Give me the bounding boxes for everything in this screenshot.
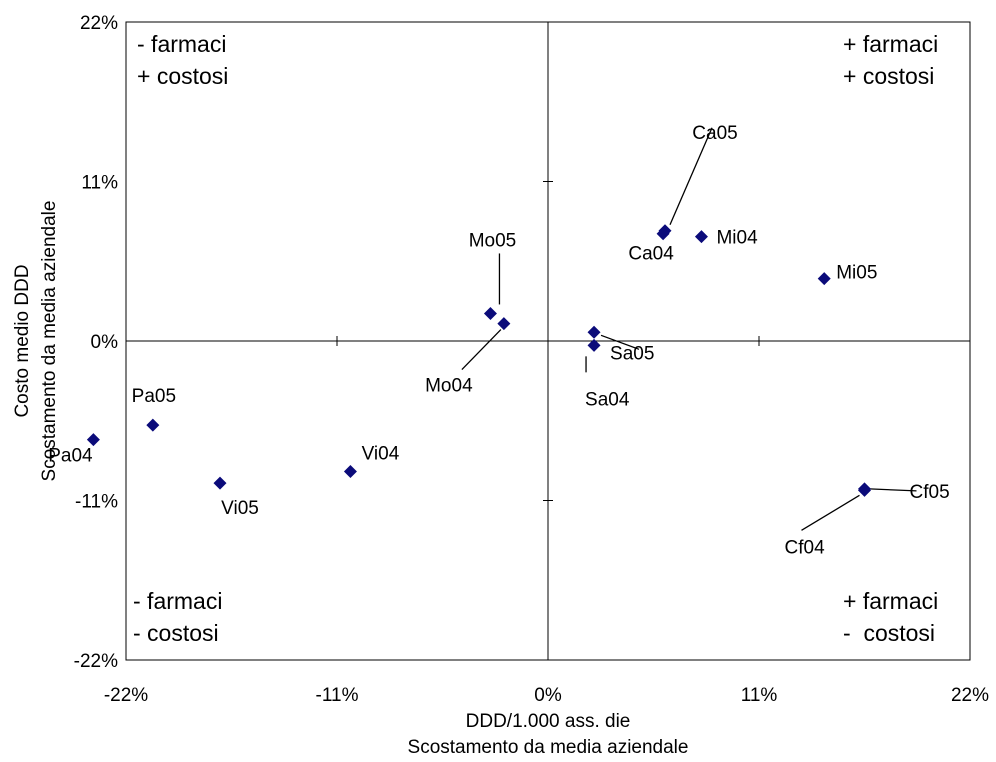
- point-label-ca05: Ca05: [692, 123, 737, 144]
- point-sa04: [587, 338, 601, 352]
- point-label-mo05: Mo05: [469, 230, 517, 251]
- point-pa05: [146, 418, 160, 432]
- y-tick-label: -22%: [74, 651, 118, 672]
- y-axis-title-line1: Costo medio DDD: [12, 264, 33, 417]
- y-tick-label: 0%: [91, 332, 119, 353]
- x-axis-title-line2: Scostamento da media aziendale: [408, 737, 689, 758]
- point-label-mo04: Mo04: [425, 376, 473, 397]
- point-label-mi04: Mi04: [716, 228, 758, 249]
- data-points: [86, 224, 871, 497]
- quadrant-bottom-left-line2: - costosi: [133, 620, 219, 646]
- x-tick-labels: -22% -11% 0% 11% 22%: [104, 685, 989, 706]
- point-sa05: [587, 325, 601, 339]
- point-label-pa05: Pa05: [132, 386, 176, 407]
- axis-ticks: [125, 21, 971, 661]
- point-label-cf05: Cf05: [910, 482, 950, 503]
- leader-line-cf05: [869, 488, 917, 492]
- point-label-ca04: Ca04: [628, 244, 674, 265]
- x-tick-label: -22%: [104, 685, 148, 706]
- point-mo04: [497, 317, 511, 331]
- point-label-pa04: Pa04: [48, 446, 93, 467]
- y-tick-label: -11%: [75, 492, 118, 513]
- x-tick-label: -11%: [316, 685, 359, 706]
- point-label-sa04: Sa04: [585, 389, 630, 410]
- leader-line-ca05: [669, 127, 713, 226]
- leader-line-cf04: [801, 494, 860, 531]
- x-axis-title-line1: DDD/1.000 ass. die: [466, 711, 631, 732]
- quadrant-top-left-line1: - farmaci: [137, 31, 226, 57]
- leader-line-sa05: [600, 334, 640, 350]
- point-mo05: [483, 306, 497, 320]
- y-tick-label: 22%: [80, 13, 118, 34]
- point-label-vi05: Vi05: [221, 498, 259, 519]
- quadrant-bottom-right-line1: + farmaci: [843, 588, 938, 614]
- point-label-sa05: Sa05: [610, 343, 654, 364]
- quadrant-top-right-line2: + costosi: [843, 63, 934, 89]
- point-label-mi05: Mi05: [836, 263, 877, 284]
- x-tick-label: 0%: [534, 685, 562, 706]
- point-label-cf04: Cf04: [785, 537, 826, 558]
- point-ca04: [656, 227, 670, 241]
- leader-line-mo04: [461, 329, 502, 371]
- point-mi04: [694, 230, 708, 244]
- y-tick-label: 11%: [81, 173, 118, 194]
- y-tick-labels: 22% 11% 0% -11% -22%: [74, 13, 118, 672]
- quadrant-top-left-line2: + costosi: [137, 63, 228, 89]
- y-axis-title-line2: Scostamento da media aziendale: [39, 201, 60, 482]
- quadrant-top-right-line1: + farmaci: [843, 31, 938, 57]
- x-tick-label: 22%: [951, 685, 989, 706]
- point-label-vi04: Vi04: [362, 444, 400, 465]
- quadrant-bottom-left-line1: - farmaci: [133, 588, 222, 614]
- x-tick-label: 11%: [741, 685, 778, 706]
- point-vi04: [343, 465, 357, 478]
- point-pa04: [86, 433, 100, 447]
- point-mi05: [817, 272, 831, 286]
- point-labels: Ca05 Ca04 Mi04 Mi05 Mo05 Mo04 Sa05 Sa04 Pa05 Pa04…: [48, 123, 949, 559]
- point-vi05: [213, 476, 227, 490]
- point-cf04: [858, 483, 871, 497]
- label-leader-lines: [461, 127, 917, 531]
- quadrant-bottom-right-line2: - costosi: [843, 620, 935, 646]
